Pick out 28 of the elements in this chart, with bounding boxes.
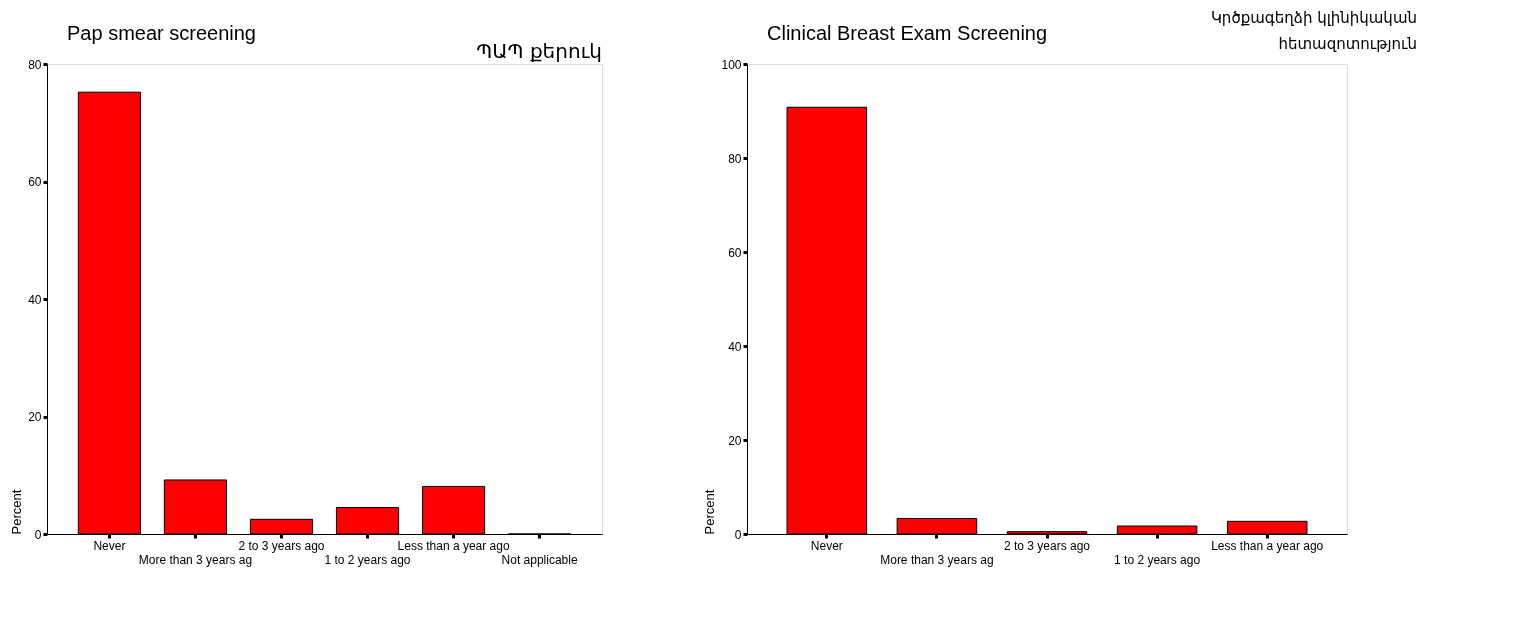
x-tick-label: More than 3 years ag (138, 552, 253, 567)
x-tick-label: 1 to 2 years ago (1114, 552, 1201, 567)
x-tick-label: Never (810, 538, 843, 553)
y-tick-label: 40 (728, 339, 742, 354)
y-tick-label: 60 (28, 175, 42, 189)
y-tick-label: 20 (728, 433, 742, 448)
y-tick-label: 0 (734, 527, 742, 542)
x-tick-label: Less than a year ago (1211, 538, 1324, 553)
x-tick-label: 1 to 2 years ago (324, 552, 411, 567)
y-tick-label: 20 (28, 410, 42, 424)
y-axis-title: Percent (9, 489, 25, 535)
text: Կրծքագեղձի կլինիկական հետազոտություն (1210, 9, 1417, 53)
x-tick-label: Less than a year ago (397, 538, 510, 553)
x-tick-label: 2 to 3 years ago (238, 538, 325, 553)
y-tick-label: 60 (728, 245, 742, 260)
x-tick-label: 2 to 3 years ago (1003, 538, 1091, 553)
chart-title: Pap smear screening (67, 22, 256, 44)
x-tick-label: Never (93, 538, 126, 553)
y-tick-label: 80 (728, 151, 742, 166)
text: ՊԱՊ քերուկ (476, 39, 602, 63)
y-tick-label: 100 (721, 57, 742, 72)
y-tick-label: 0 (34, 527, 42, 542)
y-axis-title: Percent (702, 489, 718, 535)
x-tick-label: More than 3 years ag (880, 552, 994, 567)
y-tick-label: 80 (28, 57, 42, 72)
chart-title: Clinical Breast Exam Screening (767, 22, 1048, 44)
x-tick-label: Not applicable (501, 552, 578, 567)
y-tick-label: 40 (28, 292, 42, 307)
